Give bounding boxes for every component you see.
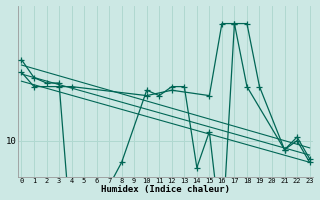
X-axis label: Humidex (Indice chaleur): Humidex (Indice chaleur) xyxy=(101,185,230,194)
